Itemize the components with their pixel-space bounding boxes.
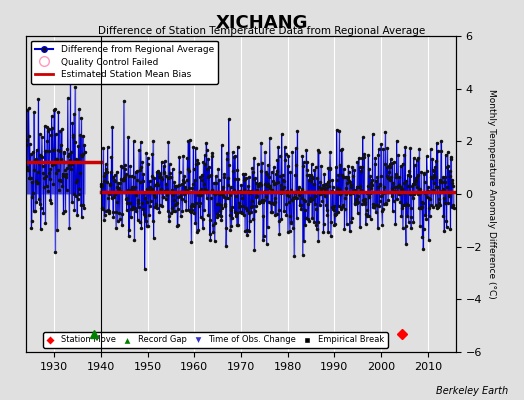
Legend: Station Move, Record Gap, Time of Obs. Change, Empirical Break: Station Move, Record Gap, Time of Obs. C… xyxy=(43,332,388,348)
Y-axis label: Monthly Temperature Anomaly Difference (°C): Monthly Temperature Anomaly Difference (… xyxy=(487,89,496,299)
Text: Berkeley Earth: Berkeley Earth xyxy=(436,386,508,396)
Text: Difference of Station Temperature Data from Regional Average: Difference of Station Temperature Data f… xyxy=(99,26,425,36)
Text: XICHANG: XICHANG xyxy=(216,14,308,32)
